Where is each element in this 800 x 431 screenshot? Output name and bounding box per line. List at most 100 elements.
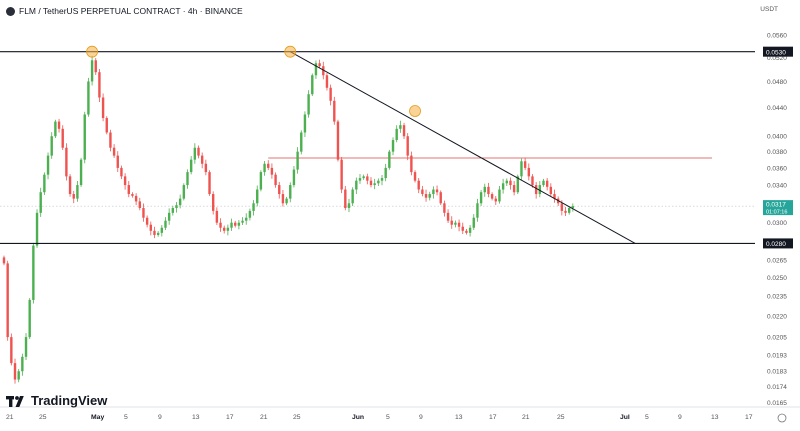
candle-body[interactable]	[123, 176, 127, 186]
candle-body[interactable]	[79, 159, 83, 186]
candle-body[interactable]	[516, 176, 519, 193]
candle-body[interactable]	[204, 163, 208, 173]
candle-body[interactable]	[325, 75, 329, 88]
candle-body[interactable]	[248, 210, 252, 218]
candle-body[interactable]	[17, 371, 20, 380]
candle-body[interactable]	[245, 217, 248, 221]
candle-body[interactable]	[410, 155, 413, 173]
candle-body[interactable]	[219, 222, 222, 228]
candle-body[interactable]	[145, 217, 149, 225]
candle-body[interactable]	[505, 180, 508, 184]
candle-body[interactable]	[61, 128, 64, 148]
candle-body[interactable]	[468, 227, 472, 233]
candle-body[interactable]	[314, 63, 318, 76]
candle-body[interactable]	[329, 87, 332, 101]
candle-body[interactable]	[131, 194, 134, 196]
candle-body[interactable]	[465, 230, 468, 233]
candle-body[interactable]	[347, 203, 351, 209]
candle-body[interactable]	[439, 192, 442, 204]
candle-body[interactable]	[193, 147, 197, 160]
candle-body[interactable]	[164, 220, 167, 228]
candle-body[interactable]	[336, 121, 340, 160]
candle-body[interactable]	[142, 208, 145, 218]
candle-body[interactable]	[443, 203, 446, 213]
candle-body[interactable]	[479, 192, 483, 204]
candle-body[interactable]	[498, 189, 501, 202]
candle-body[interactable]	[560, 203, 564, 211]
candle-body[interactable]	[380, 178, 384, 181]
candle-body[interactable]	[553, 194, 556, 199]
candle-body[interactable]	[237, 222, 241, 226]
candle-body[interactable]	[358, 178, 362, 181]
candle-body[interactable]	[109, 132, 112, 148]
candle-body[interactable]	[28, 299, 31, 338]
candle-body[interactable]	[424, 194, 428, 198]
candle-body[interactable]	[50, 136, 53, 156]
candle-body[interactable]	[509, 180, 512, 186]
candle-body[interactable]	[281, 194, 285, 204]
candle-body[interactable]	[270, 167, 274, 175]
candle-body[interactable]	[57, 121, 61, 129]
axis-settings-icon[interactable]	[777, 413, 787, 423]
candle-body[interactable]	[340, 159, 343, 190]
candle-body[interactable]	[402, 125, 406, 137]
candle-body[interactable]	[377, 180, 380, 184]
candle-body[interactable]	[208, 172, 211, 195]
candle-body[interactable]	[90, 60, 94, 82]
candle-body[interactable]	[417, 180, 420, 190]
candle-body[interactable]	[494, 198, 497, 202]
candle-body[interactable]	[483, 186, 486, 193]
candle-body[interactable]	[98, 72, 101, 98]
candle-body[interactable]	[388, 151, 391, 168]
candle-body[interactable]	[307, 94, 310, 115]
candle-body[interactable]	[318, 63, 321, 67]
candle-body[interactable]	[369, 180, 373, 186]
candle-body[interactable]	[428, 194, 431, 198]
candle-body[interactable]	[54, 121, 57, 137]
candle-body[interactable]	[512, 185, 516, 193]
candle-body[interactable]	[292, 169, 296, 186]
candle-body[interactable]	[476, 203, 479, 218]
candle-body[interactable]	[413, 172, 417, 181]
candle-body[interactable]	[322, 66, 325, 76]
candle-body[interactable]	[545, 180, 549, 187]
candle-body[interactable]	[134, 195, 138, 202]
candle-body[interactable]	[267, 163, 270, 168]
candle-body[interactable]	[527, 167, 531, 177]
candle-body[interactable]	[197, 147, 200, 156]
candle-body[interactable]	[35, 212, 39, 246]
candle-body[interactable]	[567, 208, 571, 213]
candle-body[interactable]	[94, 60, 97, 73]
candle-body[interactable]	[226, 227, 230, 231]
candle-body[interactable]	[435, 189, 439, 193]
highlight-point-2[interactable]	[284, 45, 297, 58]
candle-body[interactable]	[432, 189, 435, 195]
candle-body[interactable]	[230, 222, 233, 228]
candle-body[interactable]	[182, 185, 186, 199]
candle-body[interactable]	[446, 212, 450, 221]
candle-body[interactable]	[461, 226, 464, 231]
candle-body[interactable]	[46, 155, 50, 175]
candle-body[interactable]	[39, 192, 42, 213]
highlight-point-3[interactable]	[409, 105, 421, 117]
descending-trendline[interactable]	[290, 51, 636, 244]
candle-body[interactable]	[149, 224, 152, 231]
candle-body[interactable]	[501, 183, 505, 190]
candle-body[interactable]	[138, 201, 141, 209]
tradingview-logo[interactable]: TradingView	[6, 393, 107, 408]
candle-body[interactable]	[223, 227, 226, 231]
candle-body[interactable]	[366, 176, 369, 181]
candle-body[interactable]	[303, 114, 307, 133]
candle-body[interactable]	[43, 174, 46, 193]
candle-body[interactable]	[241, 220, 244, 223]
candle-body[interactable]	[13, 363, 17, 380]
candle-body[interactable]	[83, 114, 86, 160]
candle-body[interactable]	[542, 180, 545, 186]
candle-body[interactable]	[399, 125, 402, 129]
candle-body[interactable]	[457, 222, 461, 227]
candle-body[interactable]	[10, 337, 13, 364]
candle-body[interactable]	[421, 189, 424, 195]
candle-body[interactable]	[156, 232, 160, 235]
